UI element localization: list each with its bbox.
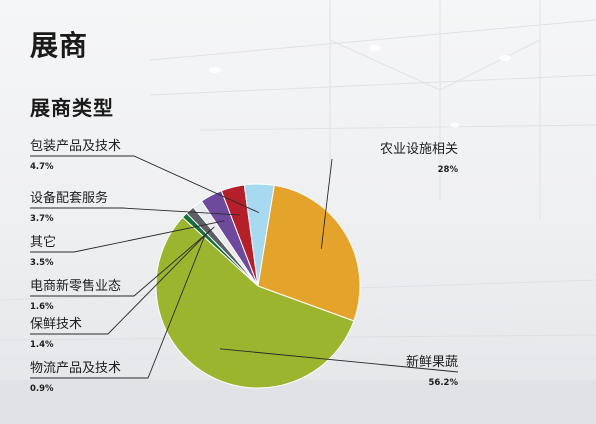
- slice-1: [155, 216, 355, 389]
- slice-8: [257, 184, 361, 322]
- slice-value-label: 3.7%: [30, 214, 54, 224]
- slice-label: 设备配套服务: [30, 190, 108, 206]
- slice-value-label: 28%: [438, 165, 459, 175]
- slice-label: 包装产品及技术: [30, 139, 121, 154]
- leader-line: [30, 226, 215, 297]
- leader-line: [30, 220, 225, 253]
- slice-value-label: 3.5%: [30, 258, 54, 268]
- slice-label: 新鲜果蔬: [406, 354, 458, 370]
- slice-label: 其它: [30, 234, 56, 250]
- slice-label: 物流产品及技术: [30, 361, 121, 376]
- slice-value-label: 4.7%: [30, 162, 54, 172]
- slice-value-label: 0.9%: [30, 384, 54, 394]
- slice-label: 电商新零售业态: [30, 278, 121, 294]
- leader-line: [30, 207, 240, 216]
- leader-line: [219, 348, 459, 373]
- leader-line: [320, 158, 333, 249]
- leader-line: [30, 231, 210, 335]
- slice-label: 农业设施相关: [380, 142, 458, 157]
- slice-value-label: 56.2%: [429, 378, 459, 388]
- slice-value-label: 1.6%: [30, 302, 54, 312]
- section-title: 展商类型: [30, 96, 114, 120]
- page-title: 展商: [30, 29, 89, 62]
- slice-label: 保鲜技术: [30, 317, 82, 332]
- leader-line: [30, 155, 260, 214]
- slice-value-label: 1.4%: [30, 340, 54, 350]
- leader-line: [30, 234, 206, 379]
